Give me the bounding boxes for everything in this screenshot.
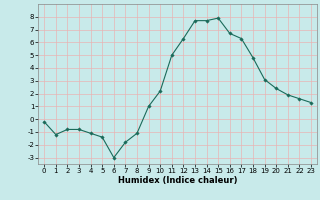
X-axis label: Humidex (Indice chaleur): Humidex (Indice chaleur) (118, 176, 237, 185)
